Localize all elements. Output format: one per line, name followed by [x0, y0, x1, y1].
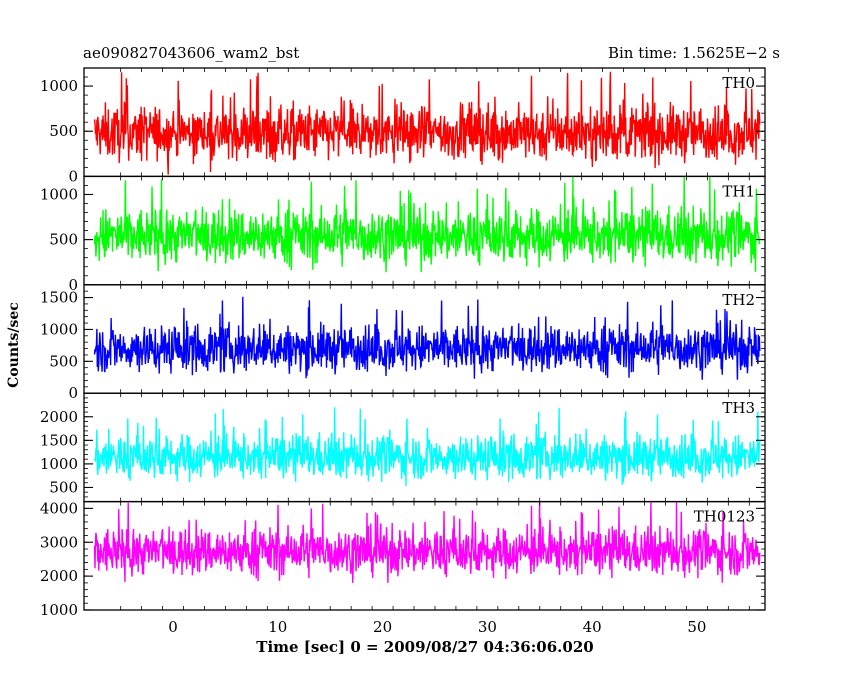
- y-tick-label: 3000: [40, 533, 78, 551]
- y-tick-label: 2000: [40, 408, 78, 426]
- y-tick-label: 500: [49, 352, 78, 370]
- panel-label: TH0: [722, 74, 755, 92]
- panel-th1: 0 500 1000 TH1: [40, 175, 766, 294]
- x-tick-label: 10: [268, 618, 287, 636]
- panel-label: TH0123: [694, 508, 755, 526]
- y-tick-label: 2000: [40, 567, 78, 585]
- x-tick-label: 50: [687, 618, 706, 636]
- series-line-th3: [93, 407, 761, 487]
- panel-th0123: 1000 2000 3000 4000 TH0123: [40, 499, 766, 619]
- panel-label: TH1: [722, 182, 755, 200]
- y-tick-label: 1000: [40, 455, 78, 473]
- y-tick-label: 1500: [40, 289, 78, 307]
- y-tick-label: 1000: [40, 185, 78, 203]
- y-tick-label: 1500: [40, 431, 78, 449]
- y-tick-label: 500: [49, 122, 78, 140]
- chart-title: ae090827043606_wam2_bst: [83, 44, 300, 62]
- y-axis-label: Counts/sec: [6, 302, 22, 388]
- y-tick-label: 500: [49, 231, 78, 249]
- x-axis-label: Time [sec] 0 = 2009/08/27 04:36:06.020: [256, 638, 594, 656]
- y-tick-label: 500: [49, 478, 78, 496]
- y-tick-label: 1000: [40, 601, 78, 619]
- x-tick-label: 20: [373, 618, 392, 636]
- series-line-th2: [93, 296, 761, 380]
- y-tick-label: 4000: [40, 499, 78, 517]
- series-line-th0: [93, 71, 761, 175]
- series-line-th0123: [93, 501, 761, 583]
- panel-th3: 500 1000 1500 2000 TH3: [40, 392, 766, 503]
- bin-time-label: Bin time: 1.5625E−2 s: [607, 44, 780, 62]
- y-tick-label: 1000: [40, 320, 78, 338]
- y-tick-label: 0: [68, 276, 78, 294]
- panel-th0: 0 500 1000 TH0: [40, 67, 766, 185]
- panel-frame: [83, 392, 766, 503]
- panel-th2: 0 500 1000 1500 TH2: [40, 284, 766, 402]
- y-tick-label: 0: [68, 167, 78, 185]
- panel-label: TH2: [722, 291, 755, 309]
- series-line-th1: [93, 176, 761, 273]
- y-tick-label: 1000: [40, 77, 78, 95]
- panel-label: TH3: [722, 399, 755, 417]
- y-tick-label: 0: [68, 384, 78, 402]
- x-tick-label: 30: [478, 618, 497, 636]
- x-tick-label: 0: [168, 618, 178, 636]
- x-tick-label: 40: [583, 618, 602, 636]
